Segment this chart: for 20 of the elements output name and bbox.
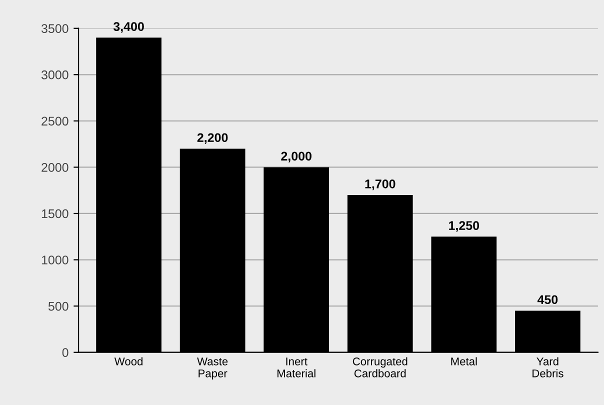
x-tick-label: Wood (114, 357, 142, 366)
data-label: 1,250 (449, 221, 480, 232)
x-tick-label: Yard Debris (532, 357, 564, 378)
x-tick-label: Metal (451, 357, 477, 366)
y-tick-label: 1000 (42, 256, 68, 264)
data-label: 2,000 (281, 152, 312, 162)
y-tick-label: 3000 (41, 70, 68, 80)
data-label: 2,200 (197, 133, 228, 144)
data-label: 3,400 (113, 22, 144, 33)
y-tick-label: 2000 (42, 163, 68, 172)
y-tick-label: 1500 (42, 209, 68, 218)
y-tick-label: 2500 (42, 116, 68, 126)
data-label: 1,700 (365, 179, 396, 190)
x-tick-label: Waste Paper (197, 358, 228, 380)
y-tick-label: 0 (62, 348, 68, 357)
data-label: 450 (537, 295, 558, 304)
x-tick-label: Corrugated Cardboard (352, 357, 408, 378)
y-tick-label: 500 (48, 302, 68, 311)
y-tick-label: 3500 (41, 24, 68, 33)
x-tick-label: Inert Material (278, 358, 316, 378)
